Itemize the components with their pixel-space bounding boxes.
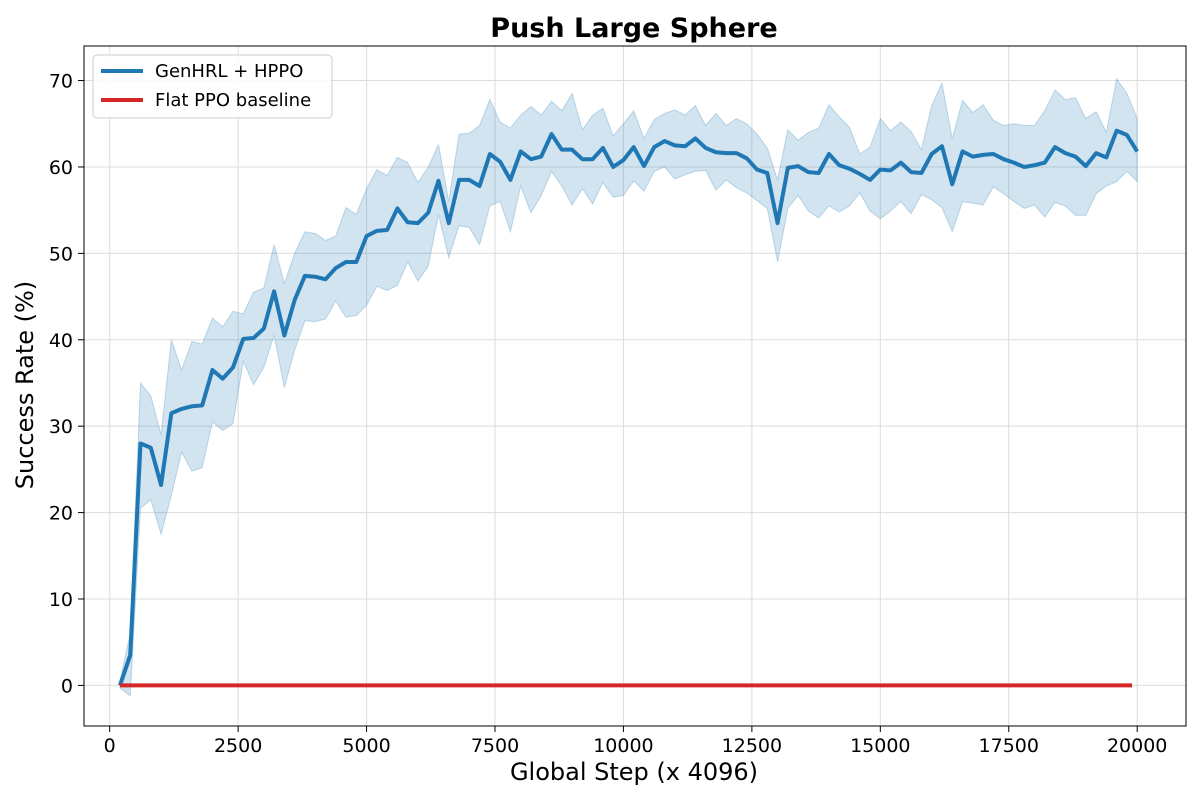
x-tick-label: 12500 <box>722 735 782 757</box>
x-tick-label: 0 <box>104 735 116 757</box>
y-tick-label: 20 <box>49 503 73 525</box>
series-layer <box>118 128 1139 688</box>
y-tick-label: 70 <box>49 71 73 93</box>
x-tick-label: 10000 <box>593 735 653 757</box>
x-tick-label: 20000 <box>1107 735 1167 757</box>
x-tick-layer: 0 2500 5000 7500 10000 12500 15000 17500 20000 <box>104 726 1167 757</box>
y-tick-label: 10 <box>49 589 73 611</box>
plot-frame <box>83 45 1187 727</box>
x-tick-label: 5000 <box>342 735 390 757</box>
x-tick-label: 17500 <box>979 735 1039 757</box>
legend-label-flat-ppo: Flat PPO baseline <box>155 90 311 111</box>
y-tick-label: 30 <box>49 416 73 438</box>
legend-box <box>92 54 333 119</box>
legend-label-genhrl: GenHRL + HPPO <box>155 61 303 82</box>
band-layer <box>119 77 1138 697</box>
x-tick-label: 15000 <box>850 735 910 757</box>
y-tick-layer: 0 10 20 30 40 50 60 70 <box>49 71 84 697</box>
x-tick-label: 7500 <box>471 735 519 757</box>
y-tick-label: 50 <box>49 243 73 265</box>
x-axis-label: Global Step (x 4096) <box>510 758 758 786</box>
y-tick-label: 60 <box>49 157 73 179</box>
chart-title: Push Large Sphere <box>490 13 777 44</box>
legend: GenHRL + HPPO Flat PPO baseline <box>92 54 333 119</box>
x-tick-label: 2500 <box>214 735 262 757</box>
series-band-0 <box>119 77 1138 697</box>
series-line-0 <box>118 128 1139 687</box>
y-tick-label: 40 <box>49 330 73 352</box>
grid-layer <box>84 46 1186 726</box>
y-axis-label: Success Rate (%) <box>11 281 39 489</box>
y-tick-label: 0 <box>61 675 73 697</box>
